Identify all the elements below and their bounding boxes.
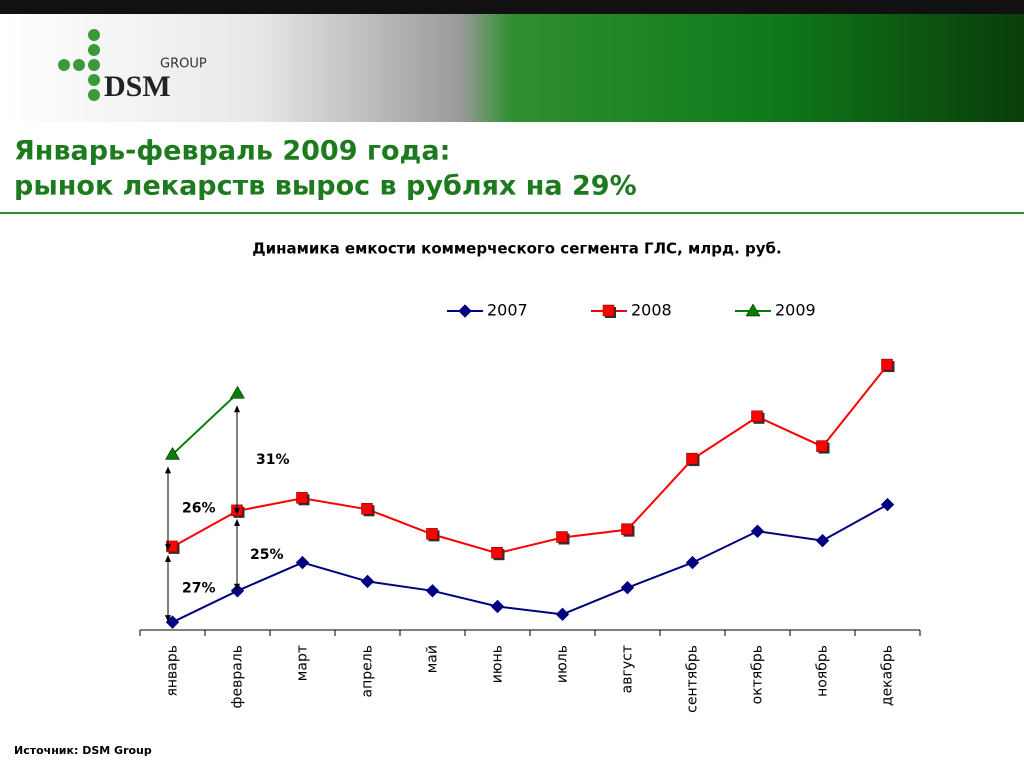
annotation: 31% [256,452,290,468]
marker [296,492,308,504]
legend-label: 2009 [775,301,816,320]
legend-label: 2007 [487,301,528,320]
arrow-head [165,554,171,562]
x-tick-label: сентябрь [685,645,701,713]
x-tick-label: ноябрь [815,645,831,697]
marker [816,440,828,452]
header-band [0,0,1024,122]
marker [360,574,375,589]
series-line [172,364,889,555]
x-tick-label: октябрь [750,645,766,704]
arrow-head [165,543,171,551]
marker [490,599,505,614]
annotation: 25% [250,547,284,563]
logo [58,29,100,101]
annotation: 26% [182,501,216,517]
marker [361,503,373,515]
x-tick-label: март [295,645,311,681]
x-tick-label: май [425,645,441,673]
marker [555,607,570,622]
annotation: 27% [182,581,216,597]
series-line [172,503,888,624]
headline: Январь-февраль 2009 года: [14,136,450,167]
marker [556,531,568,543]
marker [491,546,503,559]
header-top-bar [0,0,1024,14]
x-tick-label: февраль [230,645,246,709]
series-line [171,392,239,456]
logo-group: GROUP [160,57,207,72]
marker [745,303,761,317]
x-tick-label: январь [165,645,181,697]
marker [426,528,438,540]
marker [880,497,895,512]
marker [425,584,440,598]
marker [230,584,245,598]
x-tick-label: апрель [360,645,376,697]
marker [750,524,765,538]
arrow-head [234,405,240,413]
marker [165,446,180,460]
source: Источник: DSM Group [14,744,152,757]
marker [230,385,245,399]
marker [685,555,700,570]
logo-dsm: DSM [104,70,171,103]
marker [458,304,472,318]
arrow-head [234,507,240,515]
x-tick-label: август [620,645,636,693]
x-tick-label: июнь [490,645,506,683]
marker [621,523,633,535]
legend-label: 2008 [631,301,672,320]
arrow-head [165,615,171,623]
arrow-head [234,583,240,591]
chart-title: Динамика емкости коммерческого сегмента … [252,240,781,258]
x-tick-label: декабрь [880,645,896,706]
marker [751,410,763,423]
arrow-head [234,518,240,526]
marker [815,533,830,548]
marker [881,358,893,371]
x-tick-label: июль [555,645,571,683]
marker [602,304,615,317]
marker [620,580,635,595]
marker [295,555,310,570]
arrow-head [165,466,171,474]
marker [686,452,698,465]
headline: рынок лекарств вырос в рублях на 29% [14,171,637,202]
